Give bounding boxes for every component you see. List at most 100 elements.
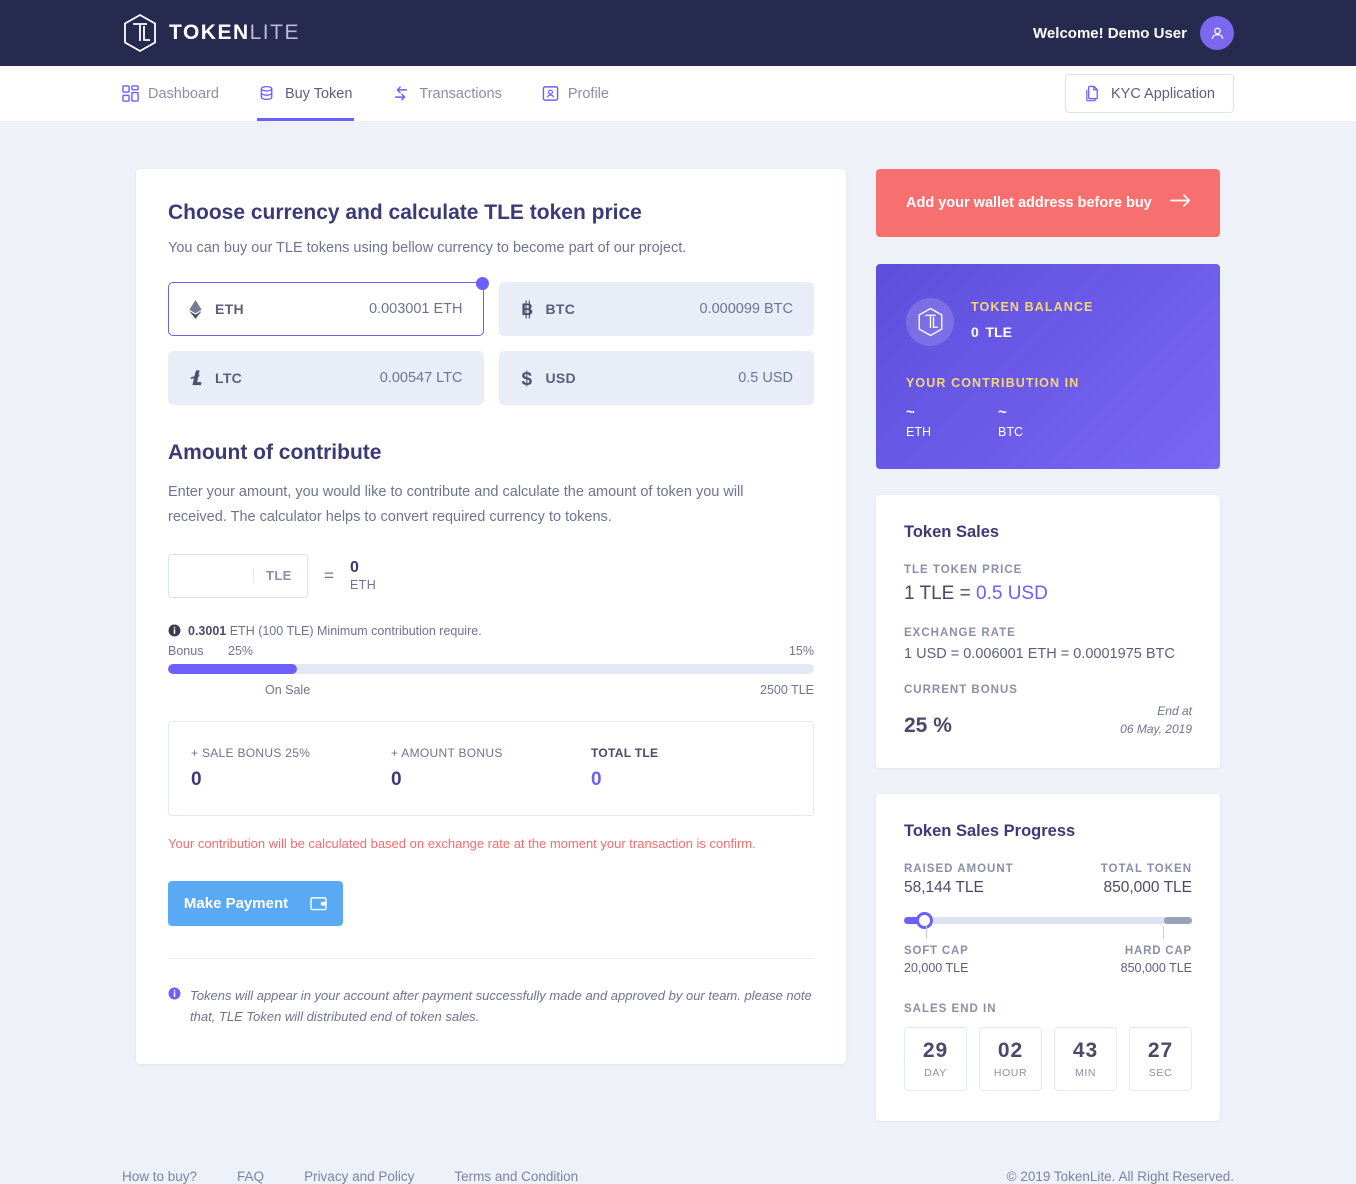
total-token-value: 850,000 TLE — [1103, 879, 1192, 896]
total-token-block: TOTAL TOKEN 850,000 TLE — [1101, 863, 1192, 897]
currency-code-usd: USD — [545, 370, 576, 386]
hard-cap-label: HARD CAP — [1124, 945, 1192, 957]
currency-option-usd[interactable]: $ USD 0.5 USD — [498, 351, 814, 405]
contribution-item-btc: ~ BTC — [998, 404, 1090, 439]
tokenlite-logo-icon — [124, 13, 156, 53]
total-tle-label: TOTAL TLE — [591, 745, 659, 760]
tokenlite-logo-icon — [906, 298, 954, 346]
exchange-rate-value: 1 USD = 0.006001 ETH = 0.0001975 BTC — [904, 646, 1175, 662]
nav-item-transactions[interactable]: Transactions — [372, 66, 521, 121]
token-balance-top: TOKEN BALANCE 0 TLE — [906, 298, 1190, 346]
brand-lite-text: LITE — [249, 21, 300, 44]
contribution-value-btc: ~ — [998, 404, 1007, 421]
contribution-value-eth: ~ — [906, 404, 915, 421]
countdown-hour-unit: HOUR — [993, 1067, 1028, 1079]
wallet-address-alert[interactable]: Add your wallet address before buy — [876, 169, 1220, 237]
bonus-left-percent: 25% — [228, 643, 254, 658]
footer-link-faq[interactable]: FAQ — [237, 1169, 265, 1184]
countdown-hour-value: 02 — [997, 1039, 1024, 1062]
on-sale-label: On Sale — [265, 682, 311, 697]
info-icon — [168, 624, 181, 637]
token-balance-label: TOKEN BALANCE — [971, 300, 1094, 314]
nav-item-buy-token[interactable]: Buy Token — [239, 66, 372, 121]
nav-item-profile[interactable]: Profile — [522, 66, 629, 121]
token-balance-amount-group: 0 TLE — [971, 316, 1093, 344]
countdown-min-value: 43 — [1072, 1039, 1099, 1062]
slider-handle[interactable] — [915, 912, 933, 929]
token-balance-amount: 0 — [971, 324, 979, 340]
token-balance-card: TOKEN BALANCE 0 TLE YOUR CONTRIBUTION IN… — [876, 264, 1220, 469]
token-sales-card: Token Sales TLE TOKEN PRICE 1 TLE = 0.5 … — [876, 495, 1220, 768]
converted-value: 0 — [349, 559, 359, 577]
currency-option-btc[interactable]: B BTC 0.000099 BTC — [498, 282, 814, 336]
converted-currency: ETH — [349, 578, 377, 593]
main-navbar: Dashboard Buy Token Transactions Profile… — [0, 66, 1356, 121]
wallet-icon — [310, 896, 327, 911]
currency-option-eth[interactable]: ETH 0.003001 ETH — [168, 277, 489, 336]
contribution-label: YOUR CONTRIBUTION IN — [906, 376, 1080, 390]
progress-headers: RAISED AMOUNT 58,144 TLE TOTAL TOKEN 850… — [904, 863, 1192, 897]
token-sales-progress-card: Token Sales Progress RAISED AMOUNT 58,14… — [876, 794, 1220, 1121]
tle-token-price-label: TLE TOKEN PRICE — [904, 564, 1023, 576]
welcome-label: Welcome! Demo User — [1033, 24, 1187, 42]
dollar-icon: $ — [520, 368, 546, 388]
currency-option-ltc[interactable]: LTC 0.00547 LTC — [168, 351, 484, 405]
countdown-day: 29 DAY — [904, 1027, 967, 1091]
countdown-min-unit: MIN — [1074, 1067, 1097, 1079]
bonus-progress-track — [168, 663, 814, 674]
selected-dot-icon — [475, 277, 489, 290]
hard-cap-tick — [1163, 926, 1164, 939]
wallet-alert-label: Add your wallet address before buy — [906, 195, 1152, 211]
total-tle-value: 0 — [591, 768, 602, 790]
svg-text:$: $ — [521, 369, 532, 388]
currency-value-ltc: 0.00547 LTC — [379, 370, 463, 386]
current-bonus-value: 25 % — [904, 714, 952, 737]
min-contribution-text: ETH (100 TLE) Minimum contribution requi… — [229, 623, 482, 638]
top-header-bar: TOKENLITE Welcome! Demo User — [0, 0, 1356, 66]
nav-label-dashboard: Dashboard — [148, 85, 219, 102]
footer-link-terms[interactable]: Terms and Condition — [454, 1169, 579, 1184]
contribution-item-eth: ~ ETH — [906, 404, 998, 439]
amount-bonus-value: 0 — [391, 768, 402, 790]
amount-bonus-label: + AMOUNT BONUS — [391, 745, 503, 760]
svg-text:B: B — [521, 301, 533, 319]
user-area[interactable]: Welcome! Demo User — [1033, 16, 1234, 50]
bonus-bar-header: Bonus 25% 15% — [168, 644, 814, 658]
page-footer: How to buy? FAQ Privacy and Policy Terms… — [0, 1143, 1356, 1184]
brand-wordmark: TOKENLITE — [169, 21, 300, 45]
token-distribution-note-text: Tokens will appear in your account after… — [190, 987, 812, 1025]
exchange-rate-warning: Your contribution will be calculated bas… — [168, 835, 756, 851]
countdown-day-value: 29 — [922, 1039, 949, 1062]
ethereum-icon — [189, 299, 215, 319]
price-amount: 0.5 USD — [976, 583, 1048, 604]
token-sales-progress-title: Token Sales Progress — [904, 822, 1076, 840]
kyc-application-button[interactable]: KYC Application — [1065, 74, 1234, 113]
current-bonus-row: 25 % End at 06 May, 2019 — [904, 702, 1192, 738]
documents-icon — [1084, 85, 1101, 102]
footer-link-privacy[interactable]: Privacy and Policy — [304, 1169, 415, 1184]
currency-value-btc: 0.000099 BTC — [699, 301, 793, 317]
total-col-amount-bonus: + AMOUNT BONUS 0 — [391, 746, 591, 791]
countdown-sec-unit: SEC — [1148, 1067, 1173, 1079]
end-at-label: End at — [1157, 704, 1192, 718]
amount-input-wrapper[interactable]: TLE — [168, 553, 308, 598]
exchange-rate-label: EXCHANGE RATE — [904, 627, 1016, 639]
countdown-min: 43 MIN — [1054, 1027, 1117, 1091]
nav-label-profile: Profile — [567, 85, 609, 102]
countdown-row: 29 DAY 02 HOUR 43 MIN 27 SEC — [904, 1027, 1192, 1091]
footer-link-how-to-buy[interactable]: How to buy? — [122, 1169, 198, 1184]
contribution-currency-btc: BTC — [998, 425, 1023, 439]
bonus-progress-fill — [168, 663, 298, 674]
brand-logo[interactable]: TOKENLITE — [122, 13, 300, 53]
avatar[interactable] — [1200, 16, 1234, 50]
amount-input[interactable] — [169, 554, 253, 597]
nav-item-dashboard[interactable]: Dashboard — [122, 66, 239, 121]
make-payment-button[interactable]: Make Payment — [168, 880, 343, 926]
countdown-day-unit: DAY — [924, 1067, 947, 1079]
footer-copyright: © 2019 TokenLite. All Right Reserved. — [1006, 1169, 1234, 1184]
info-icon — [168, 985, 181, 1028]
price-prefix: 1 TLE = — [904, 583, 977, 604]
bonus-label: Bonus — [168, 643, 204, 658]
amount-suffix-label: TLE — [253, 568, 304, 584]
sales-progress-slider[interactable] — [904, 912, 1192, 939]
